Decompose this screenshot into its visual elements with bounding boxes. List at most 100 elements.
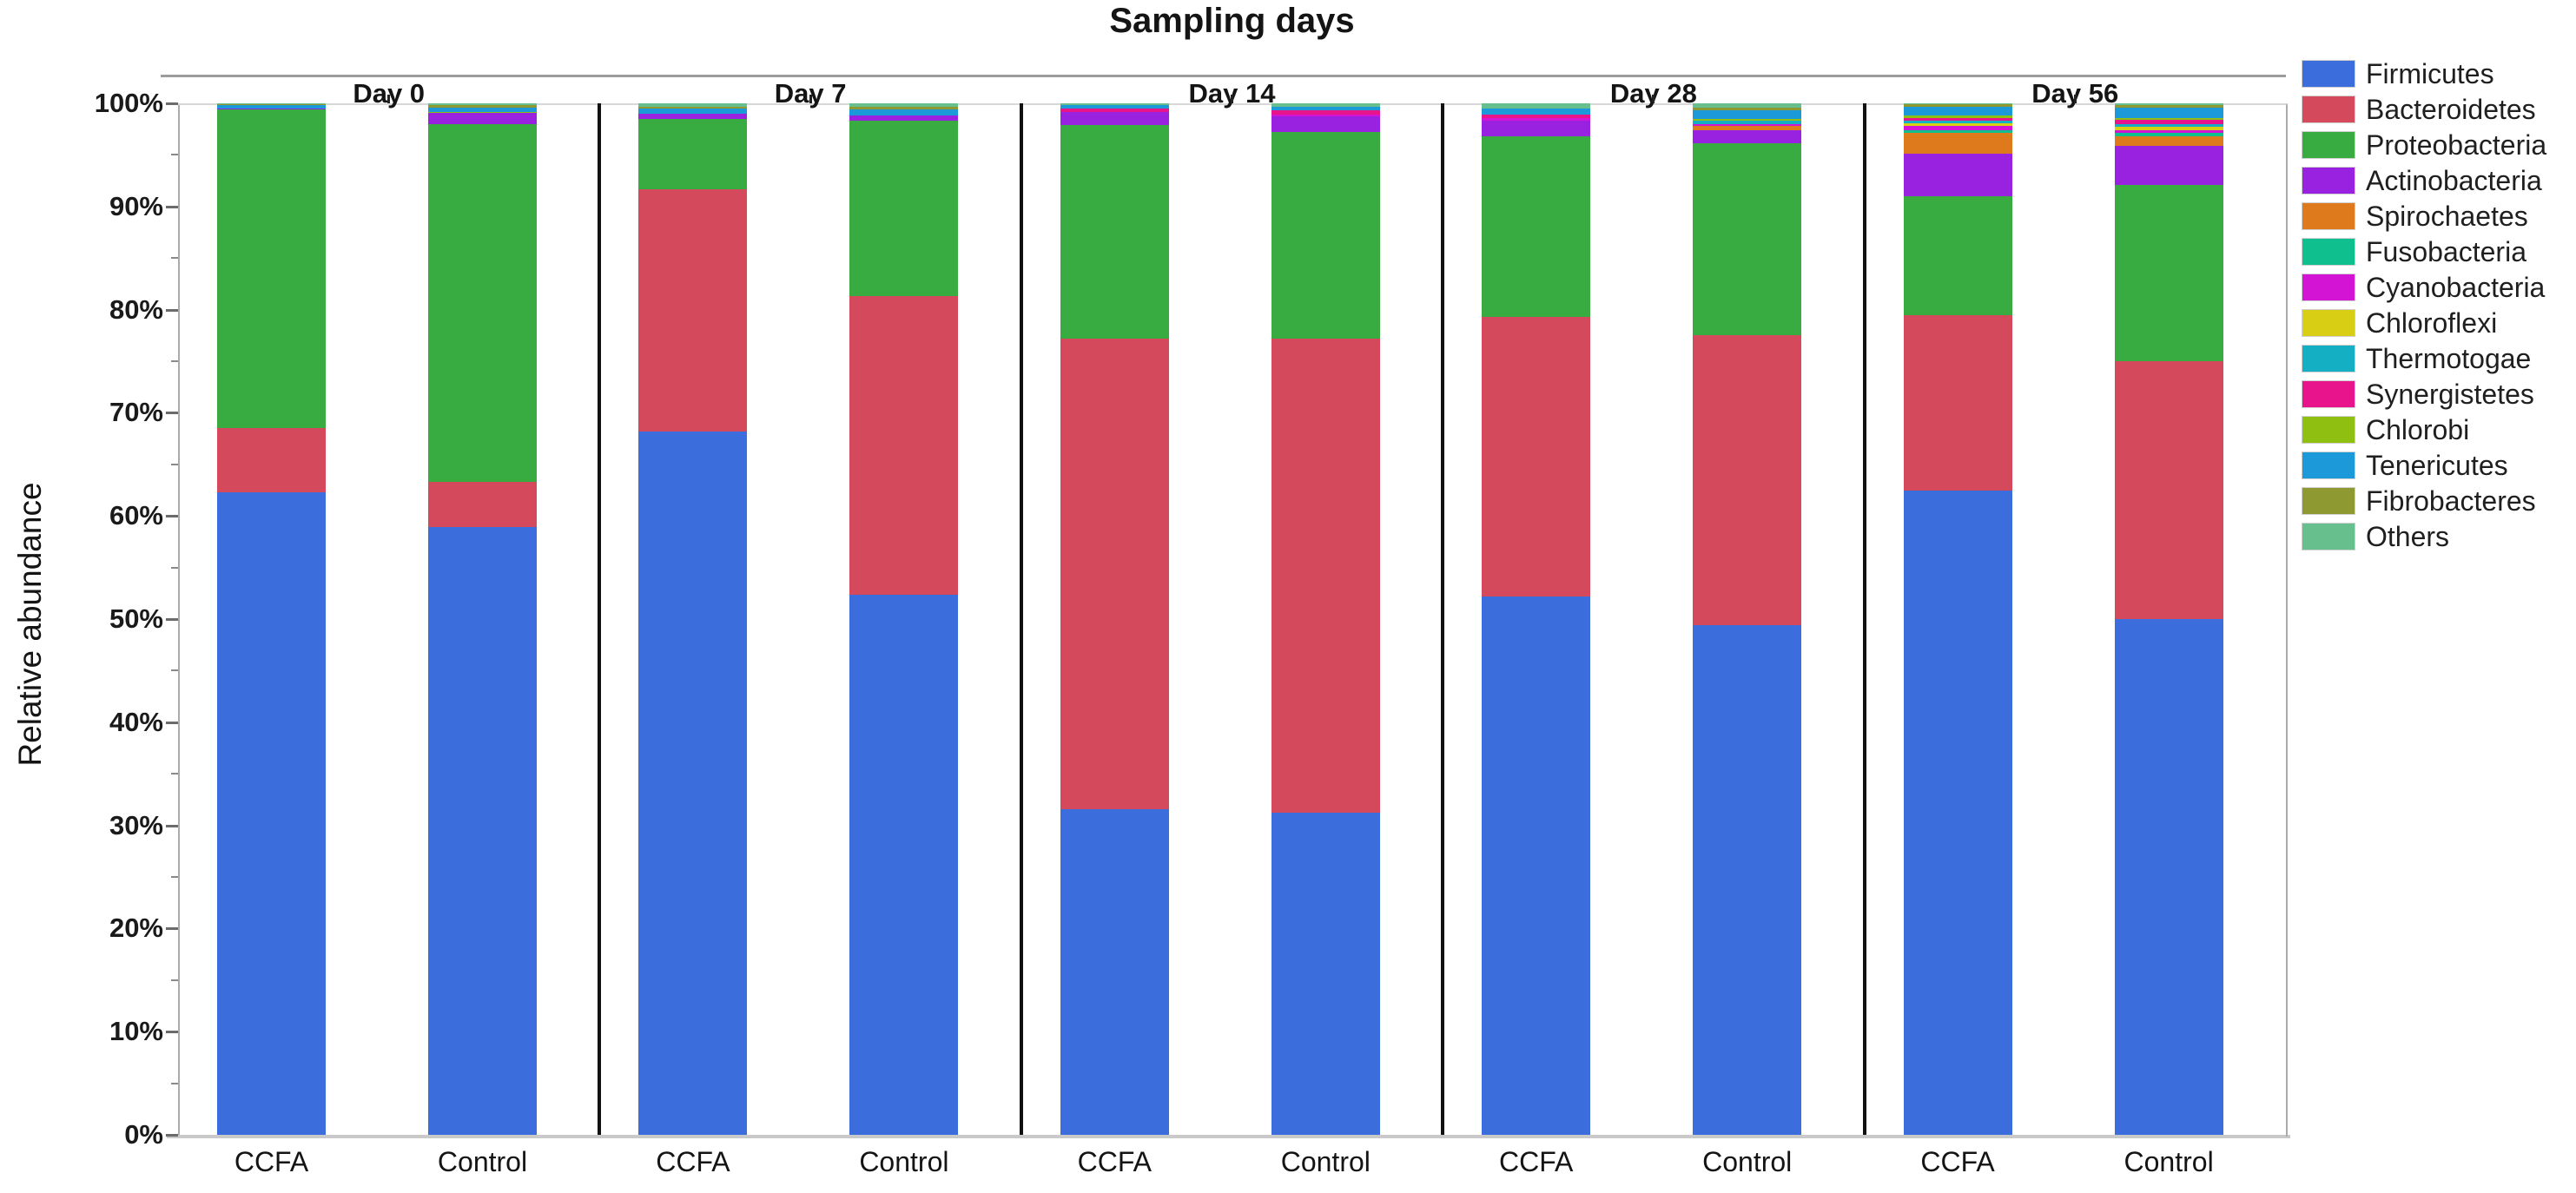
y-axis-major-tick: [166, 1031, 178, 1034]
bar-label-ccfa: CCFA: [234, 1146, 309, 1177]
legend-item-fibrobacteres: Fibrobacteres: [2302, 483, 2546, 518]
bar-segment-proteobacteria: [1903, 195, 2012, 315]
bar-label-control: Control: [1702, 1146, 1793, 1177]
y-axis-minor-tick: [171, 979, 178, 981]
legend-label: Spirochaetes: [2366, 200, 2528, 232]
group-divider: [598, 103, 602, 1135]
chart-title: Sampling days: [1109, 2, 1355, 40]
bar-segment-fibrobacteres: [849, 106, 959, 110]
bar-segment-firmicutes: [2114, 619, 2223, 1135]
stacked-bar-day-7-ccfa: [638, 103, 748, 1135]
y-axis-tick-label: 10%: [109, 1016, 163, 1047]
group-center-tick: [809, 95, 812, 103]
bar-segment-fibrobacteres: [1903, 104, 2012, 107]
legend-label: Synergistetes: [2366, 378, 2534, 410]
y-axis-tick-label: 80%: [109, 293, 163, 325]
bar-segment-synergistetes: [1271, 110, 1380, 115]
bar-segment-tenericutes: [1060, 105, 1169, 109]
bar-segment-bacteroidetes: [849, 296, 959, 595]
bar-segment-proteobacteria: [849, 121, 959, 297]
bar-segment-chlorobi: [1693, 118, 1802, 122]
bar-segment-tenericutes: [638, 108, 748, 114]
legend-label: Tenericutes: [2366, 449, 2508, 481]
y-axis-tick-label: 30%: [109, 809, 163, 840]
legend-item-thermotogae: Thermotogae: [2302, 340, 2546, 376]
bar-segment-firmicutes: [1693, 625, 1802, 1135]
legend-swatch-chlorobi: [2302, 415, 2355, 444]
bar-label-ccfa: CCFA: [1920, 1146, 1995, 1177]
group-label-day-0: Day 0: [353, 78, 426, 109]
bar-segment-fibrobacteres: [2114, 105, 2223, 108]
group-divider: [1862, 103, 1866, 1135]
bar-segment-firmicutes: [849, 594, 959, 1135]
y-axis-tick-label: 70%: [109, 397, 163, 428]
y-axis-major-tick: [166, 721, 178, 724]
bar-segment-tenericutes: [2114, 107, 2223, 118]
y-axis-minor-tick: [171, 876, 178, 878]
group-divider: [1441, 103, 1445, 1135]
bar-segment-bacteroidetes: [2114, 361, 2223, 619]
bar-segment-tenericutes: [1693, 110, 1802, 119]
group-label-day-7: Day 7: [774, 78, 847, 109]
bar-segment-fusobacteria: [1903, 129, 2012, 134]
y-axis-minor-tick: [171, 463, 178, 465]
y-axis-tick-label: 0%: [124, 1119, 163, 1150]
legend-label: Others: [2366, 520, 2450, 552]
y-axis-major-tick: [166, 412, 178, 415]
stacked-bar-day-28-ccfa: [1482, 103, 1591, 1135]
bar-segment-proteobacteria: [217, 109, 326, 429]
stacked-bar-day-14-ccfa: [1060, 103, 1169, 1135]
bar-segment-actinobacteria: [428, 112, 537, 124]
legend-swatch-chloroflexi: [2302, 308, 2355, 337]
legend-swatch-tenericutes: [2302, 451, 2355, 479]
bar-segment-actinobacteria: [638, 113, 748, 119]
y-axis-minor-tick: [171, 154, 178, 156]
legend-label: Bacteroidetes: [2366, 93, 2536, 125]
bar-segment-bacteroidetes: [1693, 335, 1802, 626]
legend-item-cyanobacteria: Cyanobacteria: [2302, 269, 2546, 305]
bar-segment-proteobacteria: [638, 118, 748, 189]
bar-segment-cyanobacteria: [1482, 117, 1591, 122]
bar-segment-thermotogae: [1693, 121, 1802, 124]
bar-segment-cyanobacteria: [2114, 129, 2223, 134]
bar-segment-chlorobi: [2114, 117, 2223, 121]
legend-swatch-bacteroidetes: [2302, 95, 2355, 123]
bar-segment-actinobacteria: [1482, 121, 1591, 137]
y-axis-major-tick: [166, 1134, 178, 1137]
legend-item-tenericutes: Tenericutes: [2302, 447, 2546, 483]
bar-segment-synergistetes: [1482, 115, 1591, 118]
bar-segment-tenericutes: [1903, 106, 2012, 116]
stacked-bar-day-0-control: [428, 103, 537, 1135]
y-axis-tick-label: 50%: [109, 603, 163, 634]
group-center-tick: [387, 95, 391, 103]
legend-item-proteobacteria: Proteobacteria: [2302, 127, 2546, 162]
bar-segment-cyanobacteria: [1693, 123, 1802, 127]
legend-item-synergistetes: Synergistetes: [2302, 376, 2546, 412]
y-axis-major-tick: [166, 102, 178, 105]
legend-item-bacteroidetes: Bacteroidetes: [2302, 91, 2546, 127]
bar-segment-firmicutes: [217, 491, 326, 1135]
bar-segment-synergistetes: [1060, 108, 1169, 112]
bar-segment-bacteroidetes: [428, 482, 537, 528]
legend-item-others: Others: [2302, 518, 2546, 554]
bar-segment-bacteroidetes: [1060, 338, 1169, 809]
bar-segment-proteobacteria: [1693, 143, 1802, 336]
stacked-bar-day-0-ccfa: [217, 103, 326, 1135]
legend-label: Firmicutes: [2366, 57, 2494, 89]
y-axis-major-tick: [166, 308, 178, 312]
bar-segment-actinobacteria: [1693, 129, 1802, 144]
legend-swatch-fibrobacteres: [2302, 486, 2355, 515]
bar-segment-bacteroidetes: [1903, 314, 2012, 491]
bar-segment-others: [1903, 103, 2012, 105]
legend-swatch-fusobacteria: [2302, 237, 2355, 266]
stacked-bar-day-14-control: [1271, 103, 1380, 1135]
bar-segment-actinobacteria: [1271, 116, 1380, 133]
bar-segment-others: [638, 103, 748, 107]
bar-segment-spirochaetes: [1903, 133, 2012, 155]
legend-swatch-cyanobacteria: [2302, 273, 2355, 301]
bar-segment-others: [1271, 103, 1380, 107]
stacked-bar-day-56-control: [2114, 103, 2223, 1135]
bar-label-ccfa: CCFA: [1077, 1146, 1152, 1177]
group-divider: [1019, 103, 1023, 1135]
